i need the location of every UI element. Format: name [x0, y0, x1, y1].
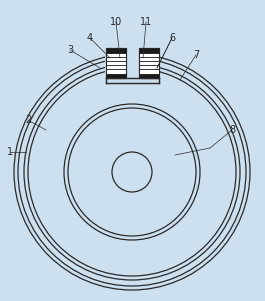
Text: 11: 11	[140, 17, 152, 27]
Bar	[106, 48, 126, 52]
Text: 7: 7	[193, 50, 199, 60]
Bar	[106, 48, 126, 78]
Text: 2: 2	[25, 115, 31, 125]
Bar	[139, 48, 159, 52]
Text: 8: 8	[229, 125, 235, 135]
Bar	[106, 73, 126, 78]
Bar	[106, 48, 126, 78]
Bar	[139, 48, 159, 52]
Text: 1: 1	[7, 147, 13, 157]
Text: 10: 10	[110, 17, 122, 27]
Bar	[106, 48, 126, 52]
Text: 6: 6	[169, 33, 175, 43]
Text: 3: 3	[67, 45, 73, 55]
Bar	[139, 48, 159, 78]
Bar	[105, 48, 160, 83]
Bar	[139, 73, 159, 78]
Bar	[139, 48, 159, 78]
Bar	[106, 73, 126, 78]
Text: 4: 4	[87, 33, 93, 43]
Bar	[139, 73, 159, 78]
